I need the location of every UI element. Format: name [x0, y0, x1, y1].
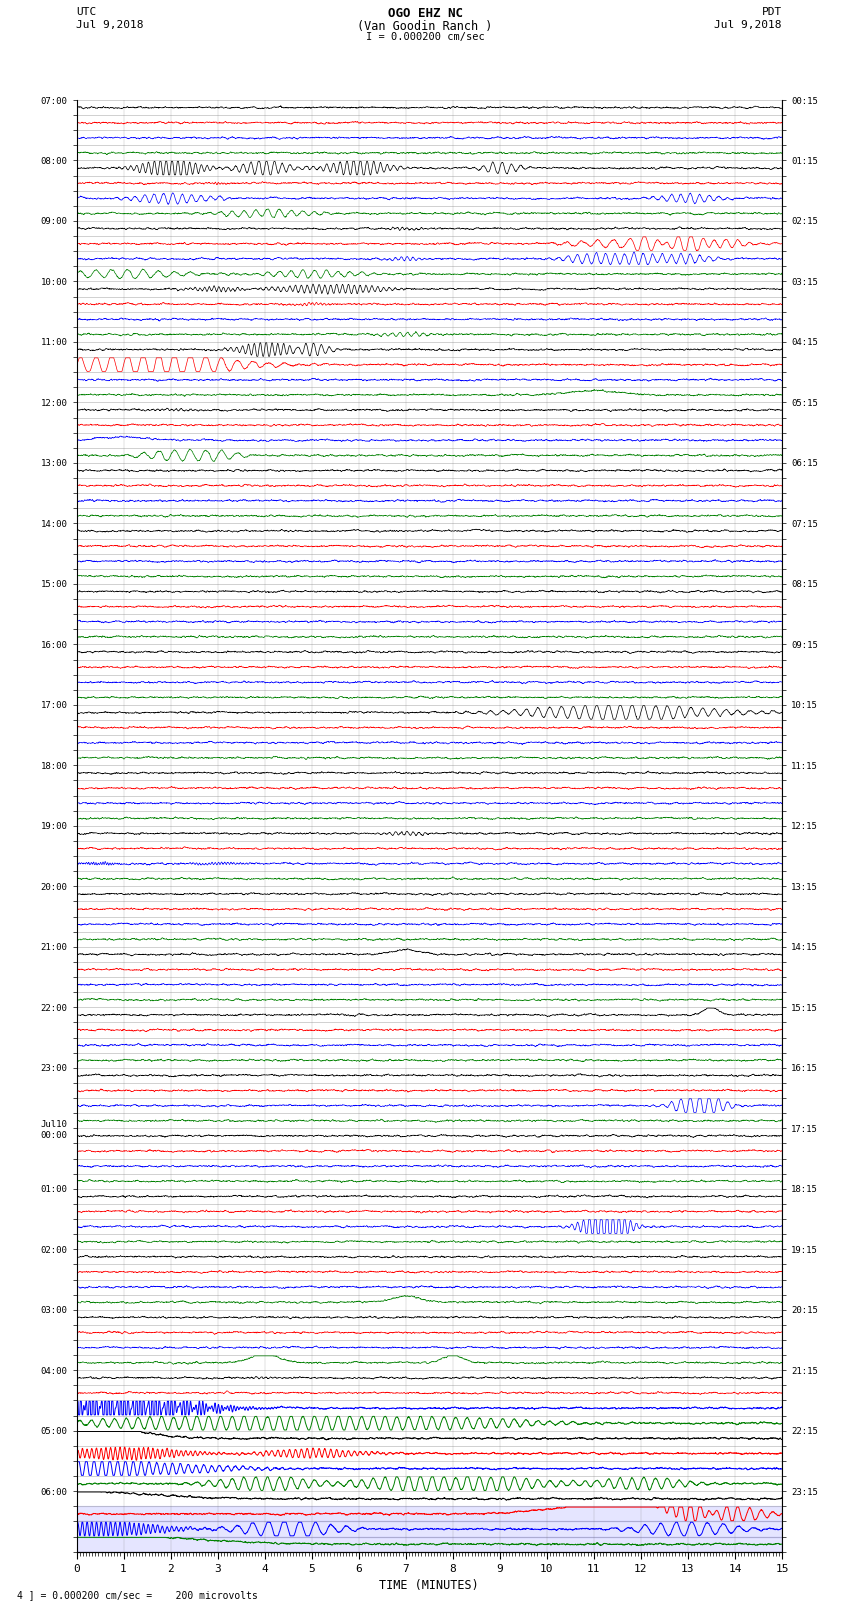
- Bar: [76, 1507, 782, 1521]
- Text: I = 0.000200 cm/sec: I = 0.000200 cm/sec: [366, 32, 484, 42]
- X-axis label: TIME (MINUTES): TIME (MINUTES): [379, 1579, 479, 1592]
- Text: Jul 9,2018: Jul 9,2018: [76, 19, 144, 31]
- Text: UTC: UTC: [76, 6, 97, 18]
- Text: Jul 9,2018: Jul 9,2018: [715, 19, 782, 31]
- Text: PDT: PDT: [762, 6, 782, 18]
- Text: OGO EHZ NC: OGO EHZ NC: [388, 6, 462, 21]
- Bar: [76, 1521, 782, 1537]
- Text: 4 ] = 0.000200 cm/sec =    200 microvolts: 4 ] = 0.000200 cm/sec = 200 microvolts: [17, 1590, 258, 1600]
- Bar: [76, 1537, 782, 1552]
- Text: (Van Goodin Ranch ): (Van Goodin Ranch ): [357, 19, 493, 34]
